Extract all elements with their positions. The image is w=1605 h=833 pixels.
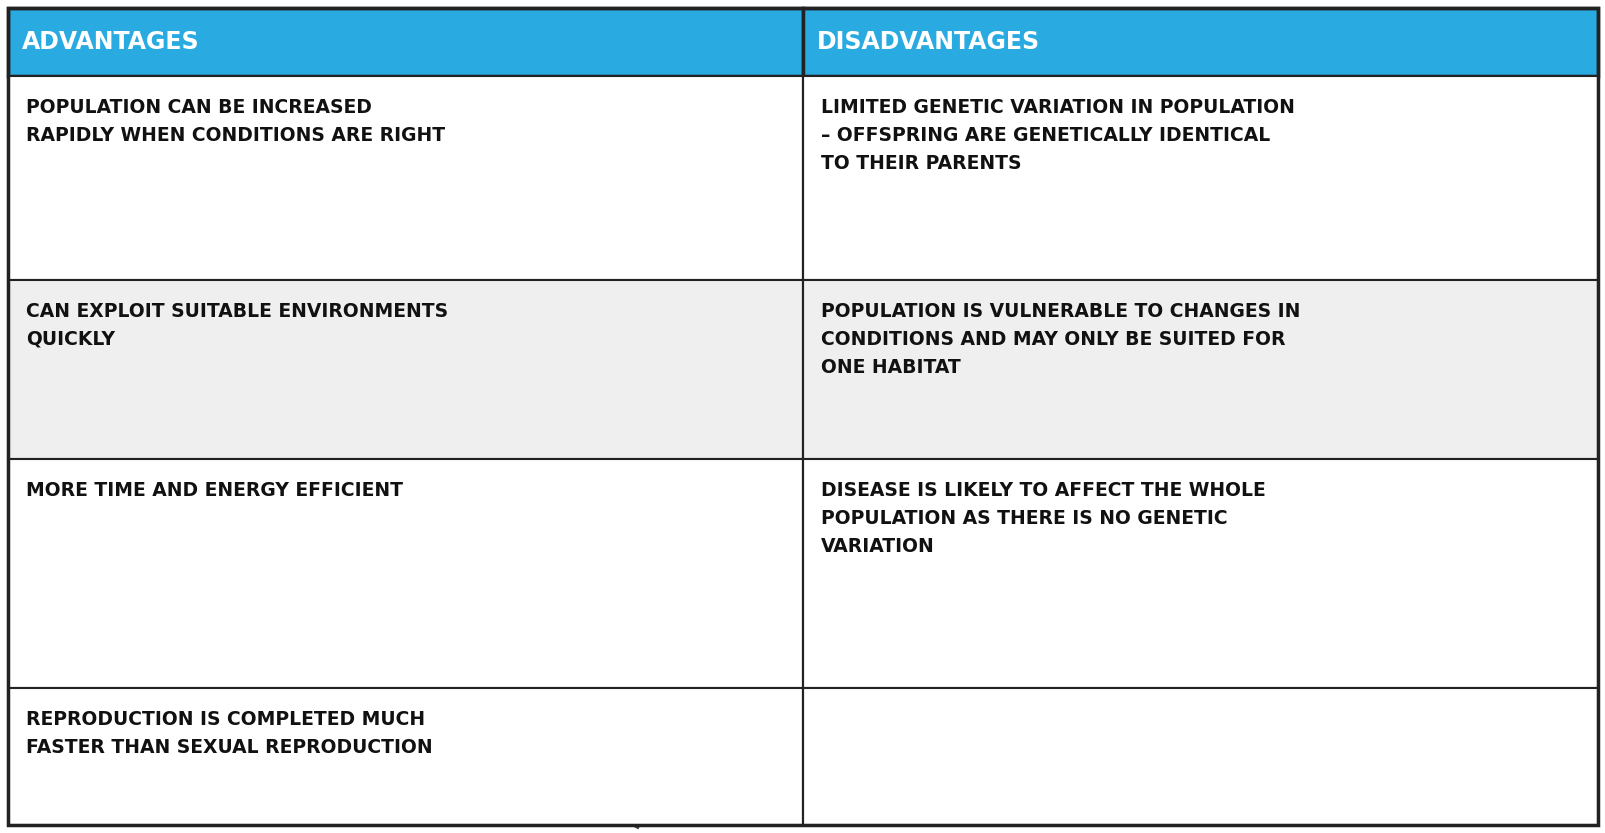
Text: DISADVANTAGES: DISADVANTAGES xyxy=(817,30,1040,54)
Text: LIMITED GENETIC VARIATION IN POPULATION
– OFFSPRING ARE GENETICALLY IDENTICAL
TO: LIMITED GENETIC VARIATION IN POPULATION … xyxy=(820,98,1294,173)
Text: POPULATION IS VULNERABLE TO CHANGES IN
CONDITIONS AND MAY ONLY BE SUITED FOR
ONE: POPULATION IS VULNERABLE TO CHANGES IN C… xyxy=(820,302,1300,377)
Bar xyxy=(8,76,802,280)
Bar xyxy=(802,8,1597,76)
Bar xyxy=(8,688,802,825)
Text: MORE TIME AND ENERGY EFFICIENT: MORE TIME AND ENERGY EFFICIENT xyxy=(26,481,403,500)
Text: DISEASE IS LIKELY TO AFFECT THE WHOLE
POPULATION AS THERE IS NO GENETIC
VARIATIO: DISEASE IS LIKELY TO AFFECT THE WHOLE PO… xyxy=(820,481,1265,556)
Text: ADVANTAGES: ADVANTAGES xyxy=(22,30,199,54)
Bar xyxy=(8,280,802,459)
Bar xyxy=(802,280,1597,459)
Bar xyxy=(8,8,802,76)
Text: CAN EXPLOIT SUITABLE ENVIRONMENTS
QUICKLY: CAN EXPLOIT SUITABLE ENVIRONMENTS QUICKL… xyxy=(26,302,448,349)
Bar xyxy=(802,688,1597,825)
Text: POPULATION CAN BE INCREASED
RAPIDLY WHEN CONDITIONS ARE RIGHT: POPULATION CAN BE INCREASED RAPIDLY WHEN… xyxy=(26,98,445,145)
Bar xyxy=(8,459,802,688)
Bar xyxy=(802,76,1597,280)
Bar xyxy=(802,459,1597,688)
Text: REPRODUCTION IS COMPLETED MUCH
FASTER THAN SEXUAL REPRODUCTION: REPRODUCTION IS COMPLETED MUCH FASTER TH… xyxy=(26,710,432,756)
